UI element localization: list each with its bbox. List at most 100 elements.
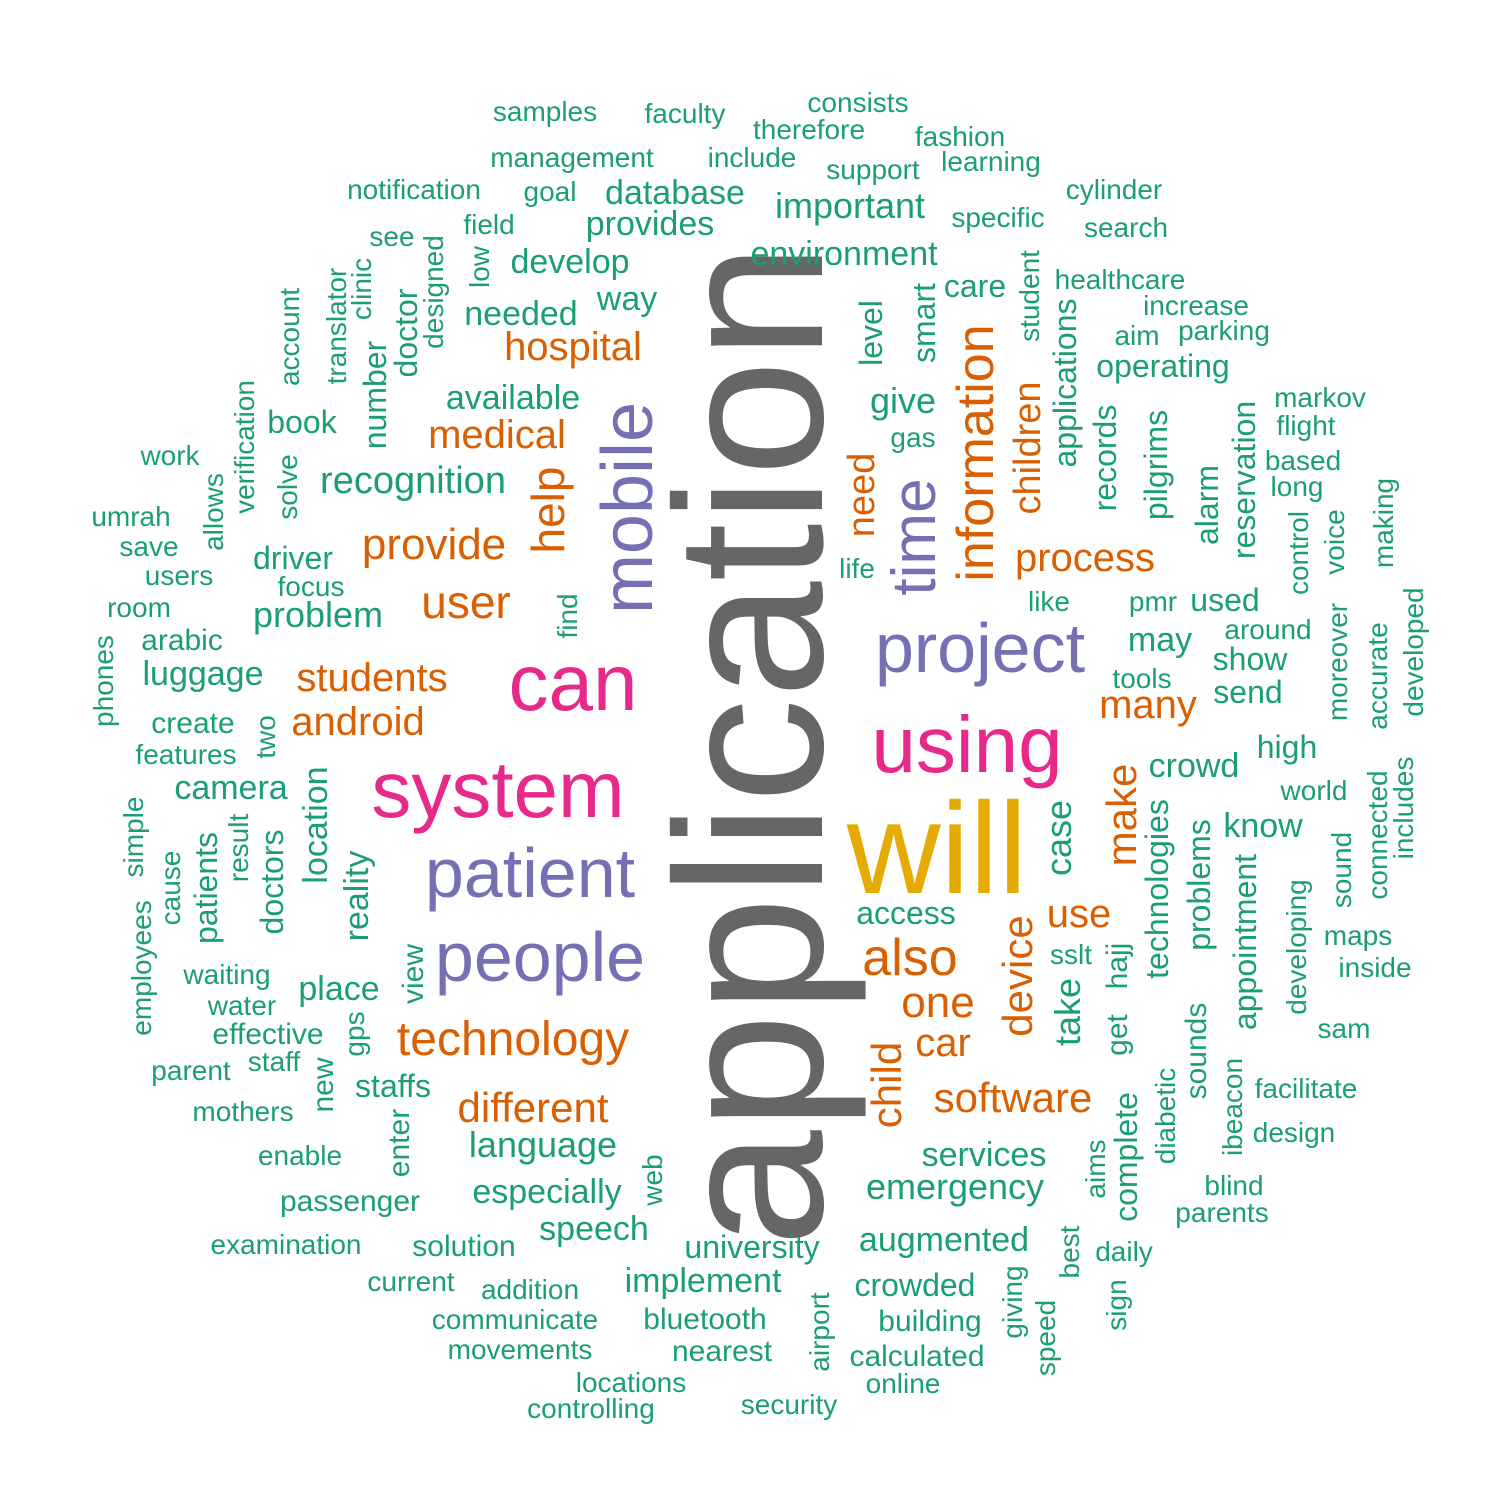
word-alarm: alarm (1189, 464, 1225, 546)
word-language: language (468, 1124, 618, 1165)
word-recognition: recognition (320, 460, 506, 502)
word-pmr: pmr (1128, 586, 1178, 617)
word-markov: markov (1274, 382, 1366, 413)
word-water: water (207, 990, 277, 1021)
word-controlling: controlling (527, 1393, 655, 1424)
word-database: database (605, 174, 745, 212)
word-samples: samples (492, 96, 598, 127)
word-implement: implement (624, 1262, 782, 1300)
word-goal: goal (523, 176, 577, 207)
word-smart: smart (906, 283, 942, 363)
word-university: university (684, 1229, 820, 1265)
word-may: may (1127, 621, 1193, 659)
word-support: support (826, 154, 920, 185)
word-solution: solution (412, 1230, 516, 1263)
word-speech: speech (539, 1210, 649, 1248)
word-know: know (1223, 807, 1303, 845)
word-diabetic: diabetic (1150, 1067, 1181, 1165)
word-available: available (445, 379, 581, 417)
word-make: make (1098, 763, 1145, 867)
word-management: management (490, 142, 654, 173)
word-records: records (1087, 404, 1123, 512)
word-driver: driver (252, 540, 334, 576)
word-includes: includes (1388, 756, 1419, 860)
word-translator: translator (321, 267, 352, 385)
word-hospital: hospital (504, 325, 642, 369)
word-level: level (853, 300, 889, 366)
word-mothers: mothers (192, 1096, 294, 1127)
word-mobile: mobile (588, 401, 668, 615)
word-reservation: reservation (1226, 400, 1262, 560)
word-technologies: technologies (1139, 799, 1175, 979)
word-sounds: sounds (1180, 1002, 1213, 1100)
word-enter: enter (383, 1108, 416, 1178)
word-ibeacon: ibeacon (1217, 1057, 1248, 1157)
word-two: two (250, 715, 281, 759)
word-high: high (1256, 729, 1318, 765)
word-sign: sign (1101, 1279, 1132, 1331)
word-parking: parking (1178, 315, 1270, 346)
word-designed: designed (418, 235, 449, 349)
word-low: low (464, 245, 495, 289)
word-sslt: sslt (1050, 939, 1092, 970)
word-problem: problem (252, 594, 384, 635)
word-environment: environment (750, 235, 938, 273)
word-allows: allows (198, 473, 229, 551)
word-nearest: nearest (671, 1335, 773, 1368)
word-software: software (933, 1074, 1093, 1121)
word-account: account (274, 287, 305, 387)
word-cylinder: cylinder (1065, 174, 1163, 205)
word-therefore: therefore (752, 114, 866, 145)
word-appointment: appointment (1227, 853, 1263, 1031)
word-passenger: passenger (279, 1185, 421, 1218)
word-students: students (296, 656, 448, 700)
word-employees: employees (126, 900, 157, 1036)
word-include: include (707, 142, 797, 173)
word-one: one (901, 978, 975, 1027)
word-doctors: doctors (254, 829, 290, 935)
word-users: users (144, 560, 214, 591)
word-different: different (457, 1084, 609, 1131)
word-aim: aim (1114, 320, 1160, 351)
word-many: many (1099, 683, 1197, 727)
word-access: access (856, 895, 956, 931)
word-project: project (874, 609, 1086, 687)
word-camera: camera (174, 769, 288, 807)
word-facilitate: facilitate (1254, 1073, 1358, 1104)
word-around: around (1224, 614, 1312, 645)
word-parents: parents (1175, 1197, 1269, 1228)
word-sam: sam (1317, 1013, 1371, 1044)
word-use: use (1046, 892, 1112, 936)
word-services: services (921, 1136, 1047, 1174)
word-people: people (434, 918, 646, 996)
word-especially: especially (472, 1173, 622, 1211)
word-increase: increase (1143, 290, 1249, 321)
word-applications: applications (1047, 298, 1083, 468)
word-umrah: umrah (91, 501, 171, 532)
word-field: field (463, 209, 515, 240)
word-developed: developed (1398, 587, 1429, 717)
word-enable: enable (257, 1140, 343, 1171)
word-result: result (223, 813, 254, 883)
word-doctor: doctor (388, 288, 424, 378)
word-verification: verification (229, 380, 260, 514)
word-best: best (1054, 1225, 1085, 1279)
word-aims: aims (1080, 1139, 1111, 1199)
word-consists: consists (807, 87, 909, 118)
word-tools: tools (1112, 663, 1172, 694)
word-giving: giving (997, 1265, 1028, 1339)
word-car: car (915, 1021, 971, 1065)
word-give: give (869, 380, 937, 421)
word-solve: solve (272, 454, 303, 520)
word-based: based (1264, 445, 1342, 476)
word-information: information (947, 324, 1005, 582)
word-student: student (1014, 250, 1045, 342)
word-child: child (863, 1041, 910, 1129)
word-online: online (865, 1368, 941, 1399)
word-building: building (878, 1305, 982, 1338)
word-specific: specific (951, 202, 1045, 233)
word-reality: reality (338, 850, 376, 942)
word-inside: inside (1338, 952, 1412, 983)
word-send: send (1213, 674, 1283, 710)
